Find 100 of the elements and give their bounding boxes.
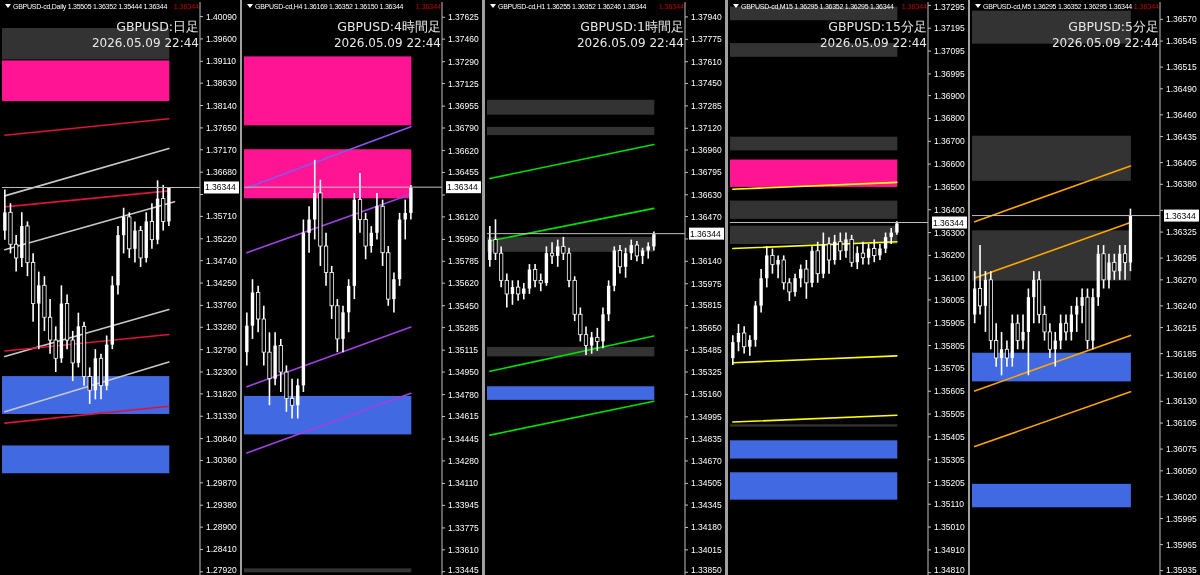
y-tick-label: 1.36630 [691,189,722,200]
y-tick-label: 1.35905 [934,317,965,328]
y-tick-label: 1.35485 [691,345,722,356]
y-tick-label: 1.36240 [1166,300,1197,311]
y-tick-label: 1.36955 [448,101,479,112]
y-tick-label: 1.34740 [206,255,237,266]
y-tick-label: 1.36300 [934,227,965,238]
y-tick-label: 1.37450 [691,78,722,89]
y-tick-label: 1.37095 [934,46,965,57]
candlestick [748,334,752,357]
y-tick-label: 1.35965 [1166,539,1197,550]
candlestick [403,198,407,241]
ref-line-label: 1.36344 [933,217,964,228]
y-tick-label: 1.36795 [691,167,722,178]
y-tick-label: 1.36130 [1166,396,1197,407]
y-tick-label: 1.36005 [934,294,965,305]
y-tick-label: 1.37295 [934,1,965,12]
y-tick-label: 1.35815 [691,300,722,311]
y-tick-label: 1.37625 [448,12,479,23]
candlestick [589,331,594,355]
candlestick [860,240,866,266]
y-tick-label: 1.33445 [448,564,479,575]
y-tick-label: 1.30840 [206,433,237,444]
candlestick [527,263,532,295]
y-tick-label: 1.36020 [1166,491,1197,502]
y-tick-label: 1.36380 [1166,179,1197,190]
text: GBPUSD:4時間足 [337,19,441,34]
y-tick-label: 1.37940 [691,11,722,22]
y-tick-label: 1.36075 [1166,444,1197,455]
y-tick-label: 1.35305 [934,454,965,465]
y-tick-label: 1.33945 [448,500,479,511]
y-tick-label: 1.35605 [934,386,965,397]
candlestick [883,231,888,254]
y-tick-label: 1.35805 [934,340,965,351]
y-tick-label: 1.35325 [691,366,722,377]
y-tick-label: 1.40090 [206,11,237,22]
y-tick-label: 1.31330 [206,411,237,422]
candlestick [617,244,623,275]
y-tick-label: 1.34910 [934,544,965,555]
y-tick-label: 1.32790 [206,344,237,355]
y-tick-label: 1.35205 [934,477,965,488]
y-tick-label: 1.36960 [691,144,722,155]
y-tick-label: 1.34445 [448,434,479,445]
text: GBPUSD:15分足 [828,19,927,34]
y-tick-label: 1.34810 [934,564,965,575]
y-tick-label: 1.29380 [206,500,237,511]
y-tick-label: 1.35785 [448,256,479,267]
y-tick-label: 1.28900 [206,522,237,533]
candlestick [307,205,311,254]
y-tick-label: 1.34950 [448,367,479,378]
y-tick-label: 1.36295 [1166,253,1197,264]
y-tick-label: 1.36185 [1166,348,1197,359]
y-tick-label: 1.35115 [448,345,479,356]
y-tick-label: 1.33610 [448,544,479,555]
y-tick-label: 1.33775 [448,522,479,533]
y-tick-label: 1.36050 [1166,465,1197,476]
candlestick [999,331,1004,377]
y-tick-label: 1.35975 [691,278,722,289]
y-tick-label: 1.35705 [934,363,965,374]
ref-line-label: 1.36344 [447,182,478,193]
text: GBPUSD:日足 [116,19,199,34]
y-tick-label: 1.34280 [448,455,479,466]
y-tick-label: 1.36120 [448,211,479,222]
candlestick [149,202,155,250]
y-tick-label: 1.35405 [934,431,965,442]
y-tick-label: 1.28410 [206,544,237,555]
y-tick-label: 1.37775 [691,34,722,45]
y-tick-label: 1.36490 [1166,83,1197,94]
candlestick [1004,339,1009,368]
y-tick-label: 1.35950 [448,234,479,245]
text: 2026.05.09 22:44 [819,36,927,50]
y-tick-label: 1.36405 [1166,157,1197,168]
y-tick-label: 1.36215 [1166,322,1197,333]
y-tick-label: 1.35505 [934,409,965,420]
candlestick [978,244,983,316]
text: 2026.05.09 22:44 [333,36,441,50]
y-tick-label: 1.30360 [206,455,237,466]
y-tick-label: 1.36800 [934,113,965,124]
y-tick-label: 1.33850 [691,564,722,575]
candlestick [549,241,555,265]
candlestick [826,236,832,275]
y-tick-label: 1.36270 [1166,274,1197,285]
y-tick-label: 1.34995 [691,411,722,422]
y-tick-label: 1.34615 [448,411,479,422]
y-tick-label: 1.35285 [448,322,479,333]
y-tick-label: 1.32300 [206,366,237,377]
text: GBPUSD:1時間足 [580,19,684,34]
y-tick-label: 1.35110 [934,499,965,510]
y-tick-label: 1.34250 [206,278,237,288]
y-tick-label: 1.37290 [448,56,479,67]
y-tick-label: 1.35160 [691,389,722,400]
y-tick-label: 1.34505 [691,478,722,489]
y-tick-label: 1.34180 [691,522,722,533]
y-tick-label: 1.34110 [448,478,479,489]
y-tick-label: 1.36460 [1166,109,1197,120]
y-tick-label: 1.36100 [934,273,965,284]
y-tick-label: 1.34015 [691,544,722,555]
y-tick-label: 1.36680 [206,167,237,178]
y-tick-label: 1.36900 [934,90,965,101]
y-tick-label: 1.27920 [206,564,237,575]
